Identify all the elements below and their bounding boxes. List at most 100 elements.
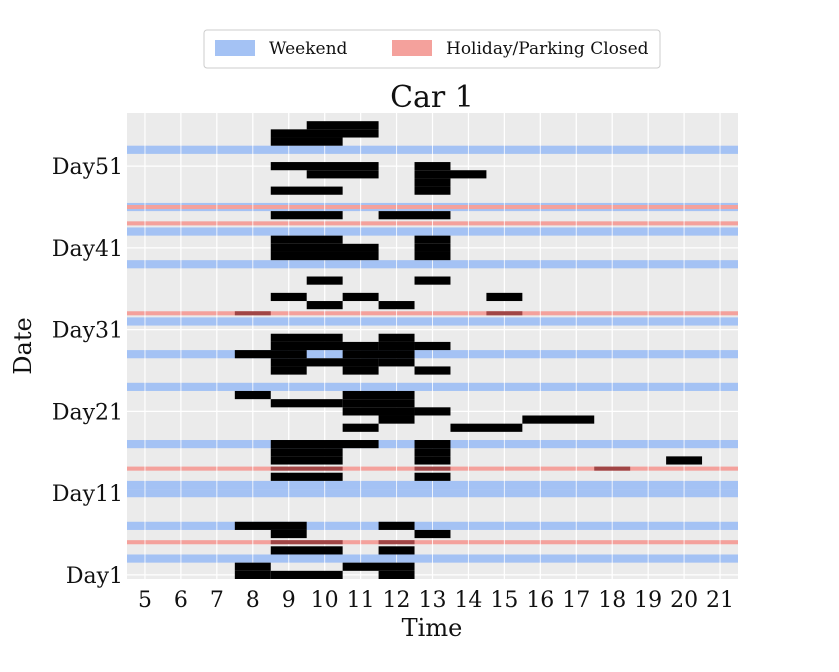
usage-cell (522, 415, 595, 424)
usage-cell (414, 440, 451, 449)
usage-cell (342, 399, 415, 408)
x-tick-label: 21 (706, 588, 734, 613)
x-tick-label: 16 (526, 588, 554, 613)
usage-cell (270, 129, 379, 138)
x-tick-label: 12 (383, 588, 411, 613)
usage-cell (270, 186, 343, 195)
usage-cell (378, 211, 451, 220)
usage-cell (450, 423, 523, 432)
x-tick-label: 10 (311, 588, 339, 613)
usage-cell (270, 399, 343, 408)
usage-cell (234, 521, 307, 530)
y-tick-label: Day1 (66, 564, 123, 589)
y-tick-label: Day11 (52, 482, 123, 507)
x-tick-label: 6 (174, 588, 188, 613)
usage-cell (270, 341, 379, 351)
usage-cell (234, 350, 307, 359)
usage-cell (270, 251, 379, 261)
usage-cell (306, 301, 343, 310)
usage-cell (414, 186, 451, 195)
usage-cell (378, 570, 415, 579)
usage-cell (378, 333, 415, 342)
usage-cell (414, 243, 451, 252)
usage-cell (414, 276, 451, 285)
usage-cell (234, 390, 271, 400)
usage-cell (234, 562, 271, 571)
y-tick-label: Day51 (52, 155, 123, 180)
x-tick-label: 20 (670, 588, 698, 613)
usage-cell (270, 448, 343, 457)
usage-cell (414, 162, 451, 171)
usage-cell (270, 162, 379, 171)
usage-cell (270, 366, 307, 375)
y-tick-labels: Day1 Day11 Day21 Day31 Day41 Day51 (52, 155, 123, 589)
x-tick-label: 19 (634, 588, 662, 613)
usage-cell (270, 570, 343, 579)
usage-cell (378, 415, 415, 424)
usage-cell (414, 178, 451, 187)
x-tick-label: 18 (598, 588, 626, 613)
usage-cell (270, 456, 343, 465)
x-tick-label: 15 (490, 588, 518, 613)
usage-cell (270, 466, 343, 471)
usage-cell (414, 407, 451, 416)
usage-cell (594, 466, 631, 471)
usage-cell (378, 546, 415, 555)
usage-cell (270, 472, 343, 481)
usage-cell (378, 301, 415, 310)
x-tick-label: 5 (138, 588, 152, 613)
usage-cell (342, 292, 379, 302)
usage-cell (306, 276, 343, 285)
usage-cell (414, 456, 451, 465)
x-tick-label: 17 (562, 588, 590, 613)
usage-cell (666, 456, 703, 465)
usage-cell (414, 529, 451, 539)
usage-cell (414, 235, 451, 244)
legend-swatch-holiday (392, 40, 432, 56)
usage-cell (342, 562, 415, 571)
y-tick-label: Day21 (52, 400, 123, 425)
usage-cell (270, 235, 343, 244)
usage-cell (270, 358, 379, 367)
usage-cell (270, 540, 343, 545)
usage-cell (270, 137, 343, 146)
x-tick-label: 14 (454, 588, 482, 613)
usage-cell (378, 341, 415, 351)
usage-cell (414, 366, 451, 375)
x-tick-label: 11 (347, 588, 375, 613)
usage-cell (270, 529, 307, 539)
usage-cell (270, 292, 307, 302)
usage-cell (306, 170, 379, 179)
usage-cell (378, 540, 415, 545)
usage-cell (414, 341, 451, 351)
usage-cell (306, 121, 379, 130)
legend-label-holiday: Holiday/Parking Closed (446, 39, 649, 59)
usage-cell (342, 390, 415, 400)
legend: Weekend Holiday/Parking Closed (203, 29, 661, 69)
usage-cell (270, 211, 343, 220)
usage-cell (342, 423, 379, 432)
x-tick-label: 7 (210, 588, 224, 613)
usage-cell (270, 440, 379, 449)
usage-cell (378, 358, 415, 367)
usage-cell (270, 333, 343, 342)
usage-cell (414, 448, 451, 457)
usage-cell (234, 311, 271, 316)
usage-cell (486, 311, 523, 316)
usage-cell (414, 466, 451, 471)
x-tick-labels: 5 6 7 8 9 10 11 12 13 14 15 16 17 18 19 20 21 (138, 588, 734, 613)
y-tick-label: Day31 (52, 319, 123, 344)
usage-cell (414, 472, 451, 481)
x-tick-label: 8 (246, 588, 260, 613)
usage-cell (342, 366, 379, 375)
usage-cells (234, 121, 703, 579)
y-axis-label: Date (9, 317, 37, 374)
usage-cell (342, 407, 415, 416)
chart-title: Car 1 (390, 80, 474, 115)
usage-cell (234, 570, 271, 579)
usage-cell (414, 251, 451, 261)
legend-swatch-weekend (215, 40, 255, 56)
x-tick-label: 9 (282, 588, 296, 613)
usage-cell (378, 521, 415, 530)
